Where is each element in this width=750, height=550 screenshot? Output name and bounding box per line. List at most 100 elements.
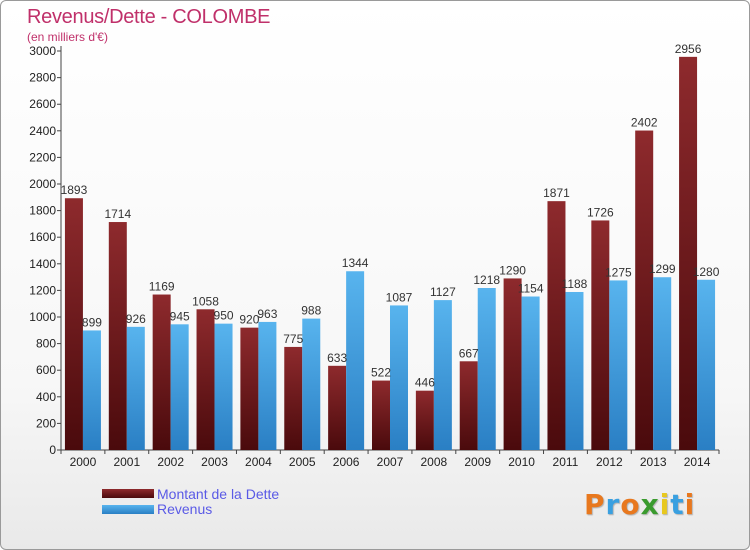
y-tick-label: 600 [36, 363, 56, 377]
bar-debt [284, 346, 303, 450]
bar-debt [547, 201, 566, 450]
data-label-debt: 1893 [61, 183, 88, 197]
bar-revenus [126, 326, 145, 450]
data-label-revenus: 1188 [562, 277, 588, 291]
y-tick-label: 400 [36, 390, 56, 404]
x-tick-label: 2013 [640, 455, 667, 469]
bar-debt [415, 390, 434, 450]
y-tick-label: 2600 [29, 97, 56, 111]
bar-revenus [653, 277, 672, 450]
legend-label-revenus: Revenus [157, 501, 213, 517]
data-label-debt: 1714 [104, 207, 131, 221]
data-label-debt: 1169 [149, 280, 175, 294]
x-tick-label: 2010 [508, 455, 535, 469]
bar-debt [635, 130, 654, 450]
logo-letter: P [584, 488, 606, 521]
x-tick-label: 2009 [464, 455, 491, 469]
bar-revenus [214, 323, 233, 450]
data-label-debt: 2956 [675, 42, 702, 56]
data-label-debt: 1726 [587, 205, 614, 219]
logo-letter: i [659, 488, 671, 521]
y-tick-label: 1600 [29, 230, 56, 244]
chart-title: Revenus/Dette - COLOMBE [27, 6, 271, 28]
bar-revenus [565, 291, 584, 450]
data-label-debt: 1290 [499, 263, 526, 277]
legend-label-debt: Montant de la Dette [157, 486, 280, 502]
bar-debt [503, 278, 522, 450]
data-label-revenus: 926 [126, 312, 146, 326]
bar-debt [196, 309, 215, 450]
logo-letter: i [684, 488, 696, 521]
data-label-debt: 522 [371, 366, 391, 380]
bar-revenus [302, 318, 321, 450]
data-label-revenus: 988 [301, 304, 321, 318]
y-tick-label: 3000 [29, 44, 56, 58]
data-label-debt: 667 [459, 346, 479, 360]
data-label-debt: 1871 [543, 186, 570, 200]
logo-letter: t [670, 488, 685, 521]
bar-revenus [697, 279, 716, 450]
y-tick-label: 1200 [29, 283, 56, 297]
x-tick-label: 2000 [70, 455, 97, 469]
data-label-revenus: 1344 [342, 256, 369, 270]
bar-debt [152, 294, 171, 450]
bar-debt [591, 220, 610, 450]
data-label-revenus: 1127 [430, 285, 456, 299]
legend-swatch-revenus [102, 505, 154, 514]
data-label-revenus: 1154 [518, 282, 544, 296]
x-tick-label: 2007 [377, 455, 404, 469]
data-label-debt: 2402 [631, 116, 658, 130]
data-label-revenus: 1280 [693, 265, 720, 279]
bar-revenus [390, 305, 408, 450]
logo-letter: x [640, 488, 660, 521]
bar-revenus [433, 300, 452, 450]
bar-debt [372, 380, 390, 450]
x-tick-label: 2014 [684, 455, 711, 469]
bar-revenus [258, 321, 277, 450]
data-label-debt: 920 [239, 313, 259, 327]
x-tick-label: 2004 [245, 455, 272, 469]
logo-letter: o [620, 488, 641, 521]
logo-letter: r [605, 488, 621, 521]
data-label-revenus: 963 [257, 307, 277, 321]
x-tick-label: 2012 [596, 455, 623, 469]
data-label-revenus: 1218 [473, 273, 500, 287]
bar-debt [108, 222, 127, 450]
y-tick-label: 200 [36, 416, 56, 430]
y-tick-label: 2200 [29, 150, 56, 164]
y-tick-label: 2400 [29, 124, 56, 138]
bar-debt [240, 327, 259, 450]
x-tick-label: 2001 [113, 455, 140, 469]
bar-debt [328, 365, 347, 450]
x-tick-label: 2011 [553, 455, 579, 469]
data-label-debt: 1058 [192, 294, 219, 308]
data-label-debt: 775 [283, 332, 303, 346]
y-tick-label: 2800 [29, 71, 56, 85]
data-label-revenus: 945 [170, 309, 190, 323]
data-label-revenus: 1087 [386, 290, 413, 304]
data-label-revenus: 950 [214, 309, 234, 323]
y-tick-label: 1800 [29, 204, 56, 218]
data-label-revenus: 1275 [605, 265, 632, 279]
y-tick-label: 2000 [29, 177, 56, 191]
data-label-debt: 446 [415, 376, 435, 390]
bar-revenus [609, 280, 628, 450]
x-tick-label: 2002 [157, 455, 184, 469]
y-tick-label: 0 [49, 443, 56, 457]
y-tick-label: 1400 [29, 257, 56, 271]
bar-revenus [82, 330, 101, 450]
x-tick-label: 2008 [421, 455, 448, 469]
proxiti-logo: Proxiti [584, 488, 695, 521]
x-tick-label: 2003 [201, 455, 228, 469]
data-label-debt: 633 [327, 351, 347, 365]
x-tick-label: 2005 [289, 455, 316, 469]
data-label-revenus: 1299 [649, 262, 676, 276]
bar-debt [459, 361, 478, 450]
y-tick-label: 1000 [29, 310, 56, 324]
bar-revenus [477, 288, 496, 450]
data-label-revenus: 899 [82, 315, 102, 329]
x-tick-label: 2006 [333, 455, 360, 469]
bar-debt [64, 198, 83, 450]
